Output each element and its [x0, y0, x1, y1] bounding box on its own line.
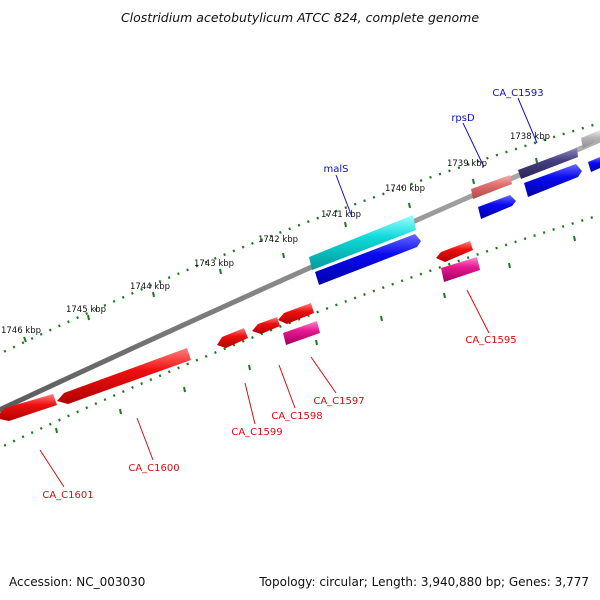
major-tick: [87, 314, 90, 321]
outer-scale-track: [0, 121, 600, 355]
leader-line: [462, 122, 485, 168]
outer-major-ticks: [23, 157, 538, 343]
genome-summary-text: Topology: circular; Length: 3,940,880 bp…: [258, 575, 589, 589]
gene-arrow-red: [278, 303, 314, 324]
leader-line: [517, 97, 538, 144]
leader-line: [466, 289, 490, 334]
gene-arrow-red: [0, 394, 57, 421]
map-title: Clostridium acetobutylicum ATCC 824, com…: [121, 10, 479, 25]
gene-arrow-blue: [524, 164, 582, 197]
gene-label[interactable]: CA_C1595: [465, 335, 516, 346]
major-tick: [248, 364, 251, 371]
inner-major-ticks: [55, 235, 576, 434]
scale-label: 1743 kbp: [194, 259, 234, 269]
gene-label[interactable]: CA_C1601: [42, 490, 93, 501]
gene-label[interactable]: CA_C1593: [492, 88, 543, 99]
scale-label: 1742 kbp: [258, 235, 298, 245]
major-tick: [315, 339, 318, 346]
gene-arrow-salmon: [471, 175, 512, 199]
scale-label: 1746 kbp: [1, 326, 41, 336]
leader-line: [335, 174, 353, 218]
gene-arrow-red: [217, 328, 248, 348]
gene-label[interactable]: CA_C1597: [313, 396, 364, 407]
scale-label: 1745 kbp: [66, 305, 106, 315]
gene-label[interactable]: CA_C1600: [128, 463, 179, 474]
major-tick: [119, 408, 122, 415]
gene-arrow-red: [57, 348, 191, 404]
major-tick: [380, 315, 383, 322]
scale-label: 1738 kbp: [510, 132, 550, 142]
scale-label: 1741 kbp: [321, 210, 361, 220]
below-leader-lines: [39, 289, 490, 488]
leader-line: [136, 417, 154, 461]
major-tick: [344, 221, 347, 228]
gene-arrow-pink: [441, 257, 480, 282]
major-tick: [152, 291, 155, 298]
gene-arrow-red: [436, 241, 473, 262]
scale-label: 1739 kbp: [447, 159, 487, 169]
genome-backbone: [0, 137, 600, 413]
gene-arrow-navy: [518, 148, 578, 179]
leader-line: [278, 364, 296, 409]
major-tick: [183, 386, 186, 393]
gene-label[interactable]: rpsD: [451, 113, 475, 124]
leader-line: [244, 382, 256, 425]
gene-arrow-blue: [315, 234, 421, 285]
gene-label[interactable]: CA_C1598: [271, 411, 322, 422]
major-tick: [55, 427, 58, 434]
inner-scale-track: [0, 213, 600, 449]
major-tick: [443, 292, 446, 299]
above-leader-lines: [335, 97, 538, 218]
gene-label[interactable]: CA_C1599: [231, 427, 282, 438]
scale-label: 1740 kbp: [385, 184, 425, 194]
major-tick: [472, 178, 475, 185]
major-tick: [219, 268, 222, 275]
leader-line: [310, 356, 337, 394]
major-tick: [535, 157, 538, 164]
major-tick: [23, 336, 27, 343]
gene-arrow-grey: [581, 130, 600, 148]
leader-line: [39, 449, 65, 488]
scale-label: 1744 kbp: [130, 282, 170, 292]
major-tick: [408, 202, 411, 209]
accession-text: Accession: NC_003030: [9, 575, 145, 589]
gene-arrow-cyan: [309, 215, 416, 270]
gene-arrow-pink: [283, 321, 320, 345]
gene-label[interactable]: malS: [324, 164, 349, 175]
gene-arrow-red: [252, 317, 280, 334]
gene-arrow-blue: [478, 195, 516, 219]
major-tick: [508, 262, 511, 269]
major-tick: [282, 252, 285, 259]
gene-arrow-blue: [588, 157, 600, 172]
major-tick: [573, 235, 576, 242]
